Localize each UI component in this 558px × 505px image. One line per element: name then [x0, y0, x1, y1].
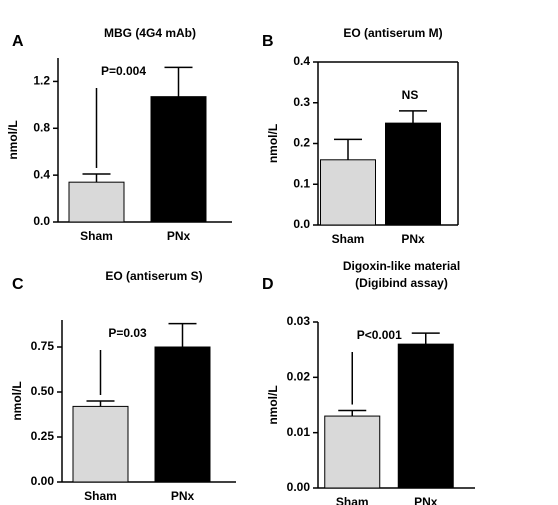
chart-title: (Digibind assay) — [355, 276, 448, 290]
y-axis-label: nmol/L — [10, 381, 24, 420]
x-tick-label: Sham — [80, 229, 113, 243]
y-tick-label: 0.3 — [293, 95, 310, 109]
panel-label: C — [12, 276, 24, 293]
x-tick-label: PNx — [414, 495, 438, 505]
annotation: NS — [402, 88, 419, 102]
x-tick-label: PNx — [401, 232, 425, 246]
x-tick-label: PNx — [167, 229, 191, 243]
annotation: P=0.004 — [101, 64, 146, 78]
y-tick-label: 0.02 — [287, 370, 311, 384]
chart-title: EO (antiserum S) — [105, 269, 202, 283]
y-tick-label: 0.0 — [293, 217, 310, 231]
x-tick-label: Sham — [332, 232, 365, 246]
panel-label: A — [12, 33, 24, 50]
chart-title: MBG (4G4 mAb) — [104, 26, 196, 40]
y-tick-label: 0.4 — [293, 54, 310, 68]
bar — [150, 96, 207, 223]
bar — [72, 405, 129, 483]
y-tick-label: 0.00 — [287, 480, 311, 494]
y-tick-label: 0.00 — [31, 474, 55, 488]
y-tick-label: 1.2 — [33, 74, 50, 88]
panel-label: D — [262, 276, 274, 293]
y-tick-label: 0.25 — [31, 429, 55, 443]
x-tick-label: PNx — [171, 489, 195, 503]
y-tick-label: 0.2 — [293, 136, 310, 150]
y-tick-label: 0.1 — [293, 176, 310, 190]
bar — [154, 346, 211, 483]
bar — [324, 415, 381, 489]
bar — [68, 181, 125, 223]
bar — [397, 343, 454, 489]
panel-label: B — [262, 33, 274, 50]
bar — [320, 159, 376, 226]
y-axis-label: nmol/L — [6, 120, 20, 159]
y-tick-label: 0.8 — [33, 120, 50, 134]
bar — [385, 122, 441, 226]
annotation: P<0.001 — [357, 328, 402, 342]
y-tick-label: 0.75 — [31, 339, 55, 353]
annotation: P=0.03 — [108, 326, 147, 340]
y-axis-label: nmol/L — [266, 385, 280, 424]
y-tick-label: 0.4 — [33, 167, 50, 181]
y-tick-label: 0.03 — [287, 314, 311, 328]
x-tick-label: Sham — [84, 489, 117, 503]
y-tick-label: 0.50 — [31, 384, 55, 398]
y-tick-label: 0.0 — [33, 214, 50, 228]
y-axis-label: nmol/L — [266, 124, 280, 163]
y-tick-label: 0.01 — [287, 425, 311, 439]
x-tick-label: Sham — [336, 495, 369, 505]
chart-title: EO (antiserum M) — [343, 26, 442, 40]
chart-title: Digoxin-like material — [343, 259, 460, 273]
